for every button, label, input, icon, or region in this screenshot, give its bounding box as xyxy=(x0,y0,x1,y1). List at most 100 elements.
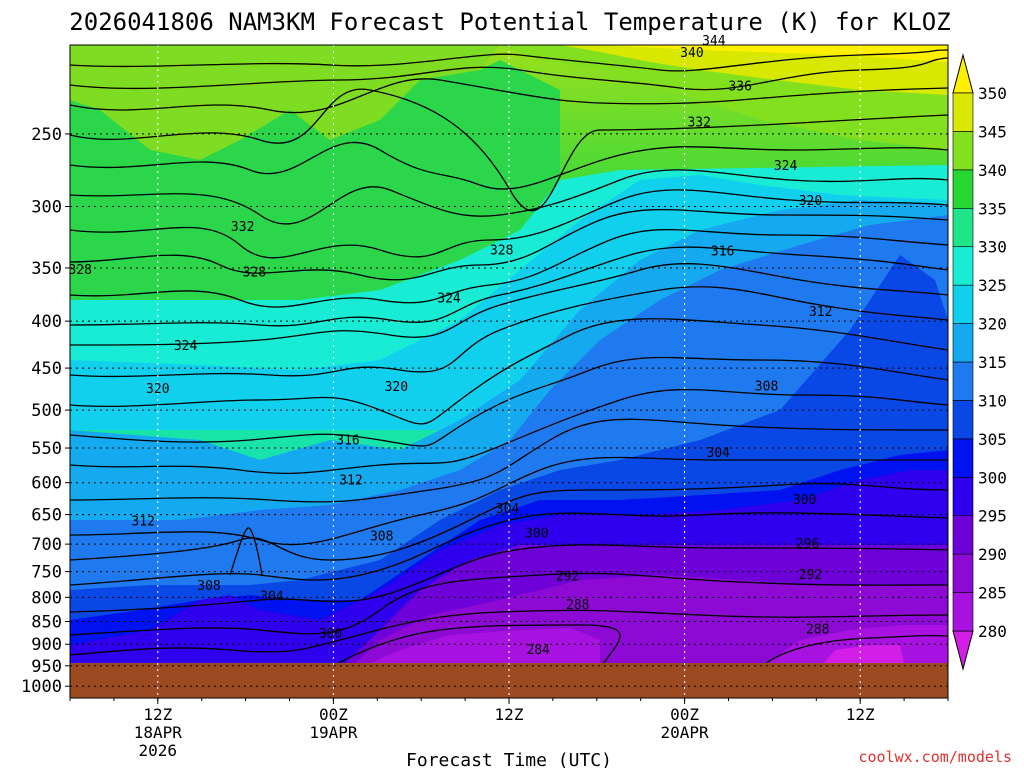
y-tick-label: 600 xyxy=(31,474,62,494)
grid xyxy=(70,45,948,698)
contour-line xyxy=(70,286,948,378)
ground-surface xyxy=(70,663,948,698)
y-tick-label: 800 xyxy=(31,588,62,608)
contour-line xyxy=(70,482,948,561)
fill-band-345 xyxy=(600,45,948,62)
colorbar-label: 280 xyxy=(978,622,1007,641)
contour-label: 292 xyxy=(799,568,822,583)
contour-label: 332 xyxy=(687,116,710,131)
y-tick-label: 850 xyxy=(31,612,62,632)
colorbar-swatch xyxy=(952,438,974,478)
colorbar-swatch xyxy=(952,246,974,286)
colorbar-label: 345 xyxy=(978,122,1007,141)
contour-label: 288 xyxy=(806,622,829,637)
contour-label: 308 xyxy=(370,530,393,545)
x-tick-label: 12Z xyxy=(846,705,875,724)
contour-label: 332 xyxy=(231,220,254,235)
contour-label: 336 xyxy=(728,80,751,95)
contour-label: 288 xyxy=(566,598,589,613)
contour-label: 320 xyxy=(146,382,169,397)
y-tick-label: 650 xyxy=(31,506,62,526)
x-tick-label: 19APR xyxy=(309,723,358,742)
y-tick-label: 500 xyxy=(31,401,62,421)
contour-label: 296 xyxy=(796,537,819,552)
contour-label: 312 xyxy=(131,514,154,529)
colorbar-label: 310 xyxy=(978,391,1007,410)
contour-label: 324 xyxy=(174,339,198,354)
contour-line xyxy=(70,609,948,656)
contour-label: 328 xyxy=(490,244,513,259)
colorbar-swatch xyxy=(952,207,974,248)
colorbar-label: 285 xyxy=(978,584,1007,603)
contour-line xyxy=(70,418,948,503)
contour-labels: 328 332 328 324 320 312 308 304 300 312 316 320 308 3… xyxy=(69,34,833,658)
contour-label: 316 xyxy=(711,245,734,260)
contour-label: 312 xyxy=(339,474,362,489)
contour-line xyxy=(70,544,948,613)
contour-line xyxy=(759,634,948,669)
colorbar-label: 330 xyxy=(978,238,1007,257)
y-tick-label: 1000 xyxy=(21,677,62,697)
contour-lines xyxy=(70,49,948,669)
colorbar-label: 290 xyxy=(978,545,1007,564)
contour-label: 304 xyxy=(707,446,731,461)
contour-label: 340 xyxy=(680,46,703,61)
contour-label: 292 xyxy=(556,569,579,584)
colorbar: 280 285 290 295 300 305 310 315 320 325 330 335 340 3… xyxy=(952,53,1007,671)
x-tick-label: 18APR xyxy=(134,723,183,742)
colorbar-label: 320 xyxy=(978,315,1007,334)
contour-label: 324 xyxy=(774,159,798,174)
colorbar-swatch xyxy=(952,592,974,632)
colorbar-swatch xyxy=(952,131,974,171)
contour-label: 304 xyxy=(496,502,520,517)
x-tick-label: 12Z xyxy=(143,705,172,724)
contour-label: 320 xyxy=(385,380,408,395)
colorbar-arrow-high xyxy=(952,53,974,94)
colorbar-label: 305 xyxy=(978,430,1007,449)
contour-label: 320 xyxy=(799,194,822,209)
fill-band-270 xyxy=(820,645,905,668)
colorbar-label: 300 xyxy=(978,468,1007,487)
colorbar-swatch xyxy=(952,323,974,363)
contour-line xyxy=(70,356,948,447)
credit-text: coolwx.com/models xyxy=(858,748,1012,766)
contour-label: 300 xyxy=(319,627,342,642)
fill-band-325-left xyxy=(70,60,560,300)
x-axis-title: Forecast Time (UTC) xyxy=(406,750,612,768)
y-tick-label: 750 xyxy=(31,563,62,583)
contour-line xyxy=(70,228,948,308)
contour-label: 328 xyxy=(243,265,266,280)
colorbar-label: 295 xyxy=(978,507,1007,526)
chart-title: 2026041806 NAM3KM Forecast Potential Tem… xyxy=(69,8,950,36)
y-tick-label: 250 xyxy=(31,125,62,145)
contour-line xyxy=(70,263,948,346)
y-tick-label: 700 xyxy=(31,535,62,555)
colorbar-swatch xyxy=(952,284,974,324)
contour-label: 284 xyxy=(527,643,551,658)
contour-line xyxy=(329,624,621,669)
contour-line xyxy=(70,246,948,327)
colorbar-arrow-low xyxy=(952,630,974,671)
contour-line xyxy=(70,169,948,225)
contour-line xyxy=(70,456,948,546)
y-tick-label: 950 xyxy=(31,657,62,677)
x-tick-label: 2026 xyxy=(139,741,178,760)
x-tick-label: 20APR xyxy=(661,723,710,742)
y-tick-label: 400 xyxy=(31,312,62,332)
y-tick-label: 300 xyxy=(31,198,62,218)
y-tick-label: 550 xyxy=(31,439,62,459)
contour-line xyxy=(70,78,948,114)
x-tick-label: 00Z xyxy=(319,705,348,724)
contour-label: 312 xyxy=(809,305,832,320)
contour-line xyxy=(70,141,948,190)
colorbar-label: 335 xyxy=(978,199,1007,218)
fill-band-330-left xyxy=(70,45,500,160)
colorbar-swatch xyxy=(952,400,974,440)
contour-label: 308 xyxy=(755,379,778,394)
y-tick-label: 450 xyxy=(31,359,62,379)
colorbar-swatch xyxy=(952,553,974,593)
contour-line xyxy=(70,49,948,72)
x-tick-label: 00Z xyxy=(670,705,699,724)
